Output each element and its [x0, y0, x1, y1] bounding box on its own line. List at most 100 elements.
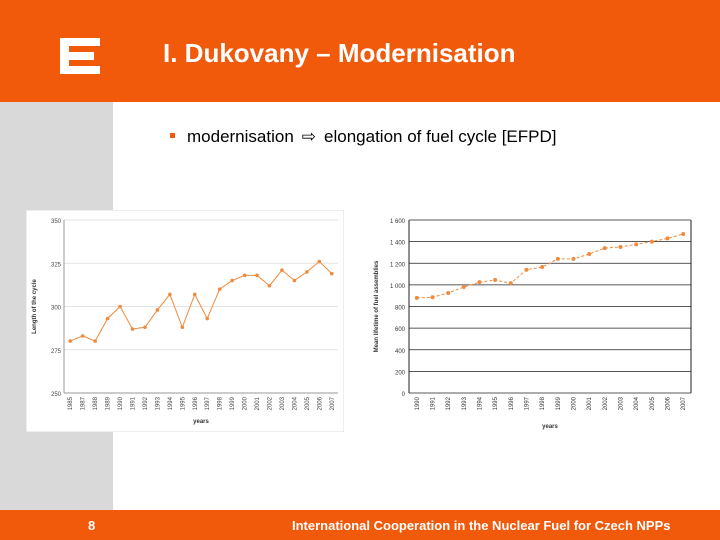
data-point: [461, 285, 466, 290]
data-point: [681, 232, 686, 237]
x-tick-label: 1993: [462, 396, 468, 410]
footer-text: International Cooperation in the Nuclear…: [292, 518, 671, 533]
x-tick-label: 1998: [218, 396, 224, 410]
y-tick-label: 1 000: [390, 284, 406, 290]
bullet-item: modernisation ⇨ elongation of fuel cycle […: [170, 127, 557, 147]
y-tick-label: 800: [395, 306, 406, 312]
data-point: [524, 267, 529, 272]
data-point: [130, 327, 135, 331]
data-point: [555, 256, 560, 261]
x-tick-label: 1997: [525, 396, 531, 410]
y-tick-label: 325: [51, 262, 62, 268]
data-point: [242, 273, 247, 278]
data-point: [292, 278, 297, 283]
x-tick-label: 1993: [155, 396, 161, 410]
series-line: [416, 233, 684, 299]
x-tick-label: 2001: [255, 396, 261, 410]
x-tick-label: 2002: [603, 396, 609, 410]
y-tick-label: 1 200: [390, 262, 406, 268]
x-tick-label: 1990: [415, 396, 421, 410]
fuel-lifetime-chart: 0 200 400 600 800 1 000 1 200 1 400 1 600 1990 199…: [374, 219, 692, 430]
data-point: [255, 273, 259, 278]
data-point: [168, 292, 172, 297]
x-tick-label: 2005: [650, 396, 656, 410]
x-tick-label: 1989: [106, 396, 112, 410]
data-point: [118, 304, 122, 309]
x-tick-label: 1985: [68, 396, 74, 410]
data-point: [602, 246, 607, 251]
cycle-length-chart: 250 275 300 325 350 1985 1987 1988 1989 1990 1991 1…: [26, 210, 344, 432]
x-tick-label: 1997: [205, 396, 211, 410]
y-tick-label: 350: [51, 219, 62, 225]
data-point: [317, 259, 322, 264]
x-tick-label: 1991: [131, 396, 137, 410]
x-tick-label: 1996: [193, 396, 199, 410]
x-tick-label: 1990: [118, 396, 124, 410]
data-point: [634, 242, 639, 247]
data-point: [230, 278, 234, 283]
data-point: [329, 271, 334, 276]
x-tick-label: 2001: [587, 396, 593, 410]
y-axis-label: Length of the cycle: [32, 279, 38, 334]
x-tick-label: 2002: [268, 396, 274, 410]
data-point: [430, 295, 435, 300]
x-tick-label: 1992: [143, 396, 149, 410]
x-tick-label: 1998: [540, 396, 546, 410]
data-point: [493, 278, 498, 283]
data-point: [68, 339, 73, 343]
y-tick-label: 300: [51, 306, 62, 312]
data-point: [205, 316, 210, 321]
x-tick-label: 2006: [317, 396, 323, 410]
y-tick-label: 600: [395, 327, 406, 333]
data-point: [540, 265, 545, 270]
y-axis-label: Mean lifetime of fuel assemblies: [374, 260, 380, 352]
x-tick-label: 1995: [493, 396, 499, 410]
y-tick-label: 250: [51, 392, 62, 398]
data-point: [143, 325, 147, 330]
x-tick-label: 2004: [634, 396, 640, 410]
y-tick-label: 1 400: [390, 241, 406, 247]
data-point: [180, 325, 185, 330]
x-axis-label: years: [542, 424, 558, 430]
x-tick-label: 1999: [230, 396, 236, 410]
cez-logo-icon: [60, 38, 100, 74]
data-point: [93, 339, 97, 343]
x-tick-label: 2000: [572, 396, 578, 410]
x-tick-label: 2006: [666, 396, 672, 410]
square-bullet-icon: [170, 133, 175, 139]
y-tick-label: 275: [51, 349, 62, 355]
x-tick-label: 1996: [509, 396, 515, 410]
data-point: [155, 308, 160, 312]
data-point: [105, 316, 110, 321]
x-axis-label: years: [193, 419, 209, 425]
series-line: [70, 260, 333, 342]
x-tick-label: 1994: [478, 396, 484, 410]
data-point: [508, 281, 513, 286]
bullet-text: modernisation: [187, 127, 294, 146]
data-point: [571, 256, 576, 261]
y-tick-label: 1 600: [390, 219, 406, 225]
x-tick-label: 1987: [81, 396, 87, 410]
x-tick-label: 2007: [681, 396, 687, 410]
x-tick-label: 1991: [431, 396, 437, 410]
data-point: [414, 295, 419, 300]
x-tick-label: 1995: [180, 396, 186, 410]
data-point: [618, 245, 623, 250]
data-point: [192, 292, 197, 297]
page-number: 8: [88, 518, 96, 533]
data-point: [665, 236, 670, 241]
x-tick-label: 1992: [446, 396, 452, 410]
header-bar: [0, 0, 720, 102]
data-point: [446, 290, 451, 295]
data-point: [80, 334, 85, 338]
x-tick-label: 2007: [330, 396, 336, 410]
y-tick-label: 400: [395, 349, 406, 355]
x-tick-label: 1994: [168, 396, 174, 410]
x-tick-label: 1988: [93, 396, 99, 410]
data-point: [587, 252, 592, 257]
data-point: [649, 239, 654, 244]
bullet-text-continued: elongation of fuel cycle [EFPD]: [324, 127, 557, 146]
arrow-icon: ⇨: [301, 127, 317, 146]
data-point: [280, 268, 284, 272]
y-tick-label: 200: [395, 370, 406, 376]
